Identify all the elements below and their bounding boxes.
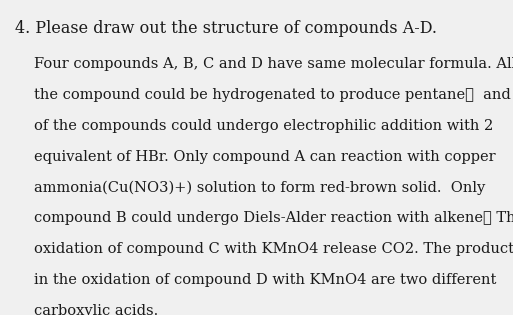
- Text: compound B could undergo Diels-Alder reaction with alkene。 The: compound B could undergo Diels-Alder rea…: [34, 211, 513, 225]
- Text: in the oxidation of compound D with KMnO4 are two different: in the oxidation of compound D with KMnO…: [34, 273, 496, 287]
- Text: equivalent of HBr. Only compound A can reaction with copper: equivalent of HBr. Only compound A can r…: [34, 150, 496, 163]
- Text: Four compounds A, B, C and D have same molecular formula. All: Four compounds A, B, C and D have same m…: [34, 57, 513, 71]
- Text: 4. Please draw out the structure of compounds A-D.: 4. Please draw out the structure of comp…: [15, 20, 437, 37]
- Text: ammonia(Cu(NO3)+) solution to form red-brown solid.  Only: ammonia(Cu(NO3)+) solution to form red-b…: [34, 180, 485, 195]
- Text: carboxylic acids.: carboxylic acids.: [34, 304, 158, 315]
- Text: the compound could be hydrogenated to produce pentane，  and all: the compound could be hydrogenated to pr…: [34, 88, 513, 102]
- Text: oxidation of compound C with KMnO4 release CO2. The products: oxidation of compound C with KMnO4 relea…: [34, 242, 513, 256]
- Text: of the compounds could undergo electrophilic addition with 2: of the compounds could undergo electroph…: [34, 119, 493, 133]
